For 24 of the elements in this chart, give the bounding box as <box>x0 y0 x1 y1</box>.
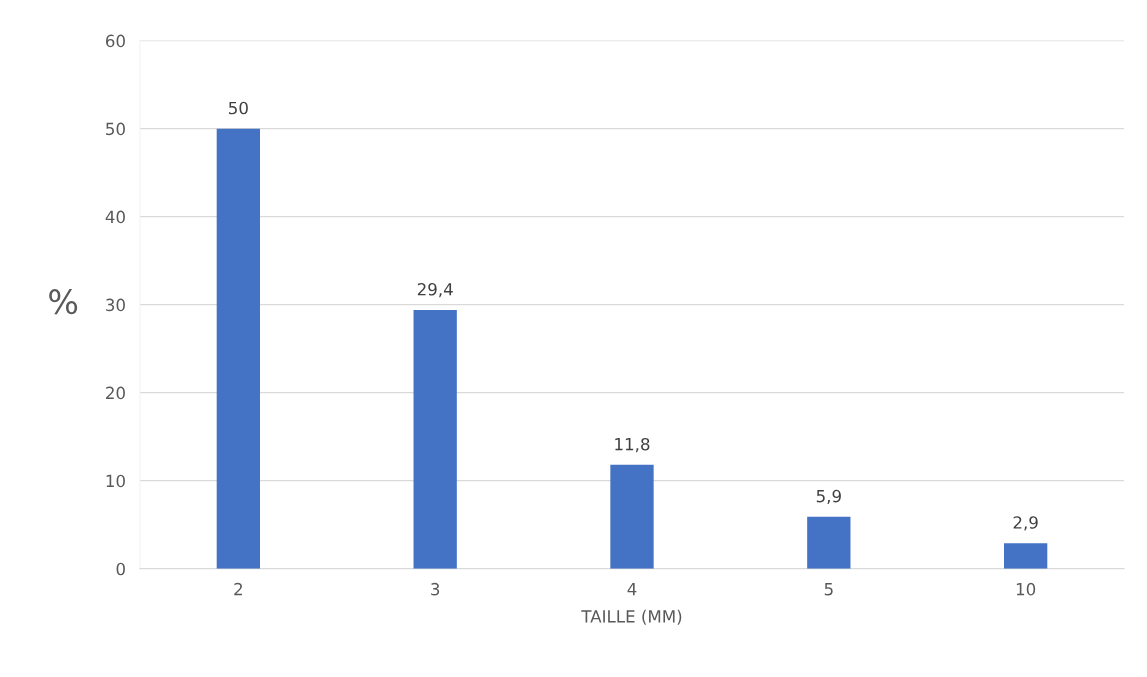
data-label: 50 <box>229 101 248 115</box>
x-tick-label: 2 <box>234 582 242 596</box>
y-axis-title: % <box>49 289 78 315</box>
bar <box>610 464 654 569</box>
y-tick-label: 50 <box>106 122 125 136</box>
bar <box>413 309 457 569</box>
data-label: 29,4 <box>417 282 453 298</box>
x-tick-label: 4 <box>627 583 637 596</box>
data-label: 11,8 <box>615 437 650 453</box>
y-tick-label: 0 <box>116 562 125 576</box>
y-tick-label: 10 <box>106 474 125 488</box>
bar <box>216 128 260 569</box>
x-tick-label: 3 <box>431 582 440 596</box>
y-tick-label: 40 <box>105 210 125 224</box>
data-label: 2,9 <box>1013 516 1038 531</box>
bar <box>807 516 851 569</box>
y-tick-label: 60 <box>106 34 125 48</box>
data-label: 5,9 <box>816 489 841 505</box>
bar <box>1004 543 1048 569</box>
x-tick-label: 10 <box>1016 582 1036 596</box>
x-tick-label: 5 <box>824 583 833 596</box>
x-axis-title: TAILLE (MM) <box>581 609 682 625</box>
y-tick-label: 30 <box>106 298 125 312</box>
y-tick-label: 20 <box>106 386 125 400</box>
